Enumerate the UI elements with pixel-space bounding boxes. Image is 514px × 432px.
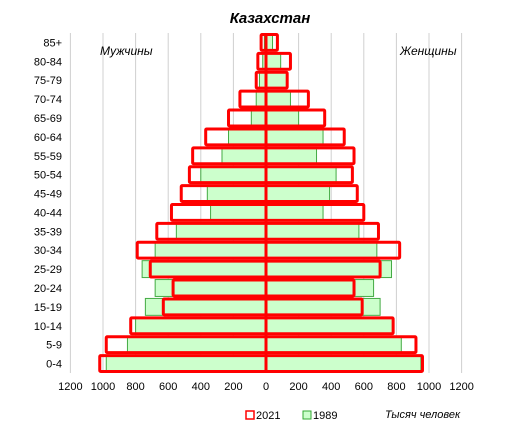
- age-label-35-39: 35-39: [34, 226, 62, 238]
- age-label-0-4: 0-4: [46, 359, 62, 371]
- bar-1989-men-65-69: [250, 109, 267, 127]
- men-label: Мужчины: [100, 44, 153, 58]
- x-tick-label: 600: [355, 381, 373, 393]
- x-tick-label: 800: [387, 381, 405, 393]
- bar-1989-men-5-9: [126, 335, 267, 354]
- x-tick-label: 800: [126, 381, 144, 393]
- bar-1989-men-25-29: [141, 260, 267, 279]
- bar-1989-women-65-69: [265, 109, 300, 127]
- age-label-5-9: 5-9: [46, 340, 62, 352]
- bar-1989-women-45-49: [265, 184, 331, 203]
- bar-1989-women-20-24: [265, 279, 375, 297]
- bar-1989-women-55-59: [265, 146, 318, 165]
- legend-label-2021: 2021: [256, 410, 280, 422]
- legend-swatch-1989: [302, 410, 312, 420]
- age-label-65-69: 65-69: [34, 113, 62, 125]
- x-tick-label: 1200: [449, 381, 473, 393]
- bar-1989-women-35-39: [265, 222, 360, 241]
- bar-1989-men-30-34: [154, 241, 267, 260]
- legend-swatch-2021: [245, 410, 255, 420]
- bar-1989-women-30-34: [265, 241, 378, 260]
- age-label-30-34: 30-34: [34, 245, 62, 257]
- unit-label: Тысяч человек: [385, 409, 461, 421]
- bar-1989-men-40-44: [210, 203, 267, 222]
- age-label-75-79: 75-79: [34, 75, 62, 87]
- x-tick-label: 200: [289, 381, 307, 393]
- x-tick-label: 0: [263, 381, 269, 393]
- bar-1989-men-10-14: [135, 316, 267, 335]
- age-group-labels: 0-4 5-9 10-14 15-19 20-24 25-29 30-34 35-39 40-4…: [34, 37, 62, 370]
- age-label-45-49: 45-49: [34, 189, 62, 201]
- age-label-50-54: 50-54: [34, 170, 62, 182]
- bar-1989-women-75-79: [265, 71, 288, 90]
- age-label-25-29: 25-29: [34, 264, 62, 276]
- age-label-10-14: 10-14: [34, 321, 62, 333]
- x-tick-label: 400: [322, 381, 340, 393]
- bar-1989-women-40-44: [265, 203, 324, 222]
- x-axis-tick-labels: 1200 1000 800 600 400 200 0 200 400 600 800 1000 120…: [58, 381, 474, 393]
- bar-1989-women-70-74: [265, 90, 291, 109]
- chart-title: Казахстан: [230, 10, 311, 27]
- bar-1989-men-45-49: [206, 184, 267, 203]
- age-label-20-24: 20-24: [34, 283, 62, 295]
- bar-1989-women-10-14: [265, 316, 394, 335]
- x-tick-label: 1000: [91, 381, 115, 393]
- age-label-15-19: 15-19: [34, 302, 62, 314]
- bar-1989-men-60-64: [228, 127, 267, 146]
- bar-1989-women-5-9: [265, 335, 402, 354]
- women-label: Женщины: [399, 44, 457, 58]
- bar-1989-women-60-64: [265, 127, 324, 146]
- x-tick-label: 1000: [417, 381, 441, 393]
- bar-1989-women-25-29: [265, 260, 393, 279]
- bar-1989-men-50-54: [200, 165, 267, 184]
- bar-1989-men-55-59: [221, 146, 267, 165]
- age-label-85+: 85+: [43, 37, 62, 49]
- age-label-80-84: 80-84: [34, 56, 62, 68]
- legend: 2021 1989: [245, 410, 337, 422]
- bar-1989-women-80-84: [265, 52, 282, 71]
- legend-label-1989: 1989: [313, 410, 337, 422]
- x-tick-label: 1200: [58, 381, 82, 393]
- age-label-55-59: 55-59: [34, 151, 62, 163]
- age-label-60-64: 60-64: [34, 132, 62, 144]
- bar-1989-women-0-4: [265, 354, 422, 373]
- age-label-40-44: 40-44: [34, 207, 62, 219]
- age-label-70-74: 70-74: [34, 94, 62, 106]
- x-tick-label: 200: [224, 381, 242, 393]
- bar-1989-men-35-39: [175, 222, 267, 241]
- bar-1989-men-0-4: [105, 354, 267, 373]
- bar-1989-women-50-54: [265, 165, 337, 184]
- x-tick-label: 600: [159, 381, 177, 393]
- x-tick-label: 400: [192, 381, 210, 393]
